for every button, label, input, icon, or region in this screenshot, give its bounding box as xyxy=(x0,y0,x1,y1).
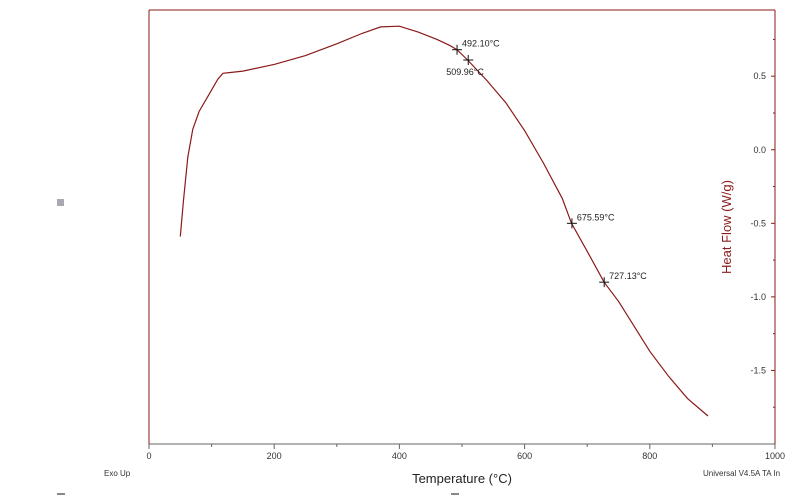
x-tick-label: 800 xyxy=(642,451,657,461)
x-tick-label: 600 xyxy=(517,451,532,461)
side-square-marker xyxy=(57,199,64,206)
y-tick-label: 0.5 xyxy=(753,71,766,81)
x-axis-label: Temperature (°C) xyxy=(412,471,512,486)
temperature-marker: 509.96°C xyxy=(446,55,484,77)
temperature-marker: 727.13°C xyxy=(599,271,647,288)
x-axis-ticks: 0 200 400 600 800 1000 xyxy=(146,444,785,461)
temperature-markers: 492.10°C 509.96°C 675.59°C 727.13°C xyxy=(446,39,647,288)
marker-label: 509.96°C xyxy=(446,67,484,77)
y-tick-label: 0.0 xyxy=(753,145,766,155)
y-axis-ticks: 0.5 0.0 -0.5 -1.0 -1.5 xyxy=(750,38,775,408)
bottom-edge-mark-right xyxy=(451,493,459,495)
y-tick-label: -1.5 xyxy=(750,365,766,375)
marker-label: 492.10°C xyxy=(462,39,500,49)
y-tick-label: -1.0 xyxy=(750,292,766,302)
exo-up-label: Exo Up xyxy=(104,469,131,478)
x-tick-label: 200 xyxy=(267,451,282,461)
marker-label: 675.59°C xyxy=(577,212,615,222)
y-axis-label: Heat Flow (W/g) xyxy=(719,180,734,274)
temperature-marker: 492.10°C xyxy=(452,39,500,55)
y-tick-label: -0.5 xyxy=(750,218,766,228)
x-tick-label: 1000 xyxy=(765,451,785,461)
bottom-edge-mark-left xyxy=(57,493,65,495)
temperature-marker: 675.59°C xyxy=(566,212,615,229)
x-tick-label: 0 xyxy=(146,451,151,461)
heat-flow-curve xyxy=(179,25,709,417)
marker-label: 727.13°C xyxy=(609,271,647,281)
software-version-label: Universal V4.5A TA In xyxy=(703,469,780,478)
x-tick-label: 400 xyxy=(392,451,407,461)
